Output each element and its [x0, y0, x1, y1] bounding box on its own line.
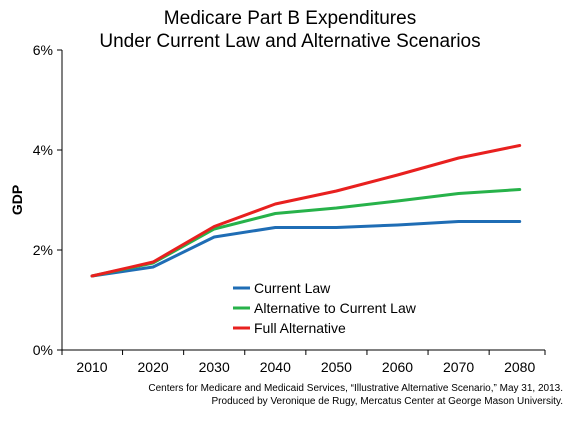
- legend-label: Alternative to Current Law: [254, 300, 417, 316]
- x-tick-label: 2060: [382, 359, 413, 375]
- x-tick-label: 2070: [443, 359, 474, 375]
- source-citation: Centers for Medicare and Medicaid Servic…: [148, 383, 563, 394]
- y-tick-label: 6%: [33, 42, 53, 58]
- x-tick-labels: 2010 2020 2030 2040 2050 2060 2070 2080: [61, 350, 546, 375]
- x-tick-label: 2010: [76, 359, 107, 375]
- chart-title: Medicare Part B Expenditures: [163, 8, 417, 29]
- x-tick-label: 2050: [321, 359, 352, 375]
- legend-label: Current Law: [254, 280, 331, 296]
- series-line-2: [90, 144, 522, 278]
- y-axis-label: GDP: [9, 185, 25, 215]
- series-line-0: [90, 220, 522, 278]
- series-lines: [90, 144, 522, 278]
- chart-subtitle: Under Current Law and Alternative Scenar…: [99, 31, 481, 52]
- x-tick-label: 2040: [260, 359, 291, 375]
- y-tick-label: 4%: [33, 142, 53, 158]
- series-line-1: [90, 188, 522, 278]
- x-tick-label: 2020: [138, 359, 169, 375]
- x-tick-label: 2030: [199, 359, 230, 375]
- y-tick-label: 0%: [33, 342, 53, 358]
- source-credit: Produced by Veronique de Rugy, Mercatus …: [211, 396, 563, 407]
- legend-label: Full Alternative: [254, 320, 346, 336]
- axes: [61, 50, 545, 351]
- legend: Current Law Alternative to Current Law Ful…: [233, 280, 417, 336]
- y-tick-label: 2%: [33, 242, 53, 258]
- x-tick-label: 2080: [504, 359, 535, 375]
- y-tick-labels: 0% 2% 4% 6%: [33, 42, 62, 358]
